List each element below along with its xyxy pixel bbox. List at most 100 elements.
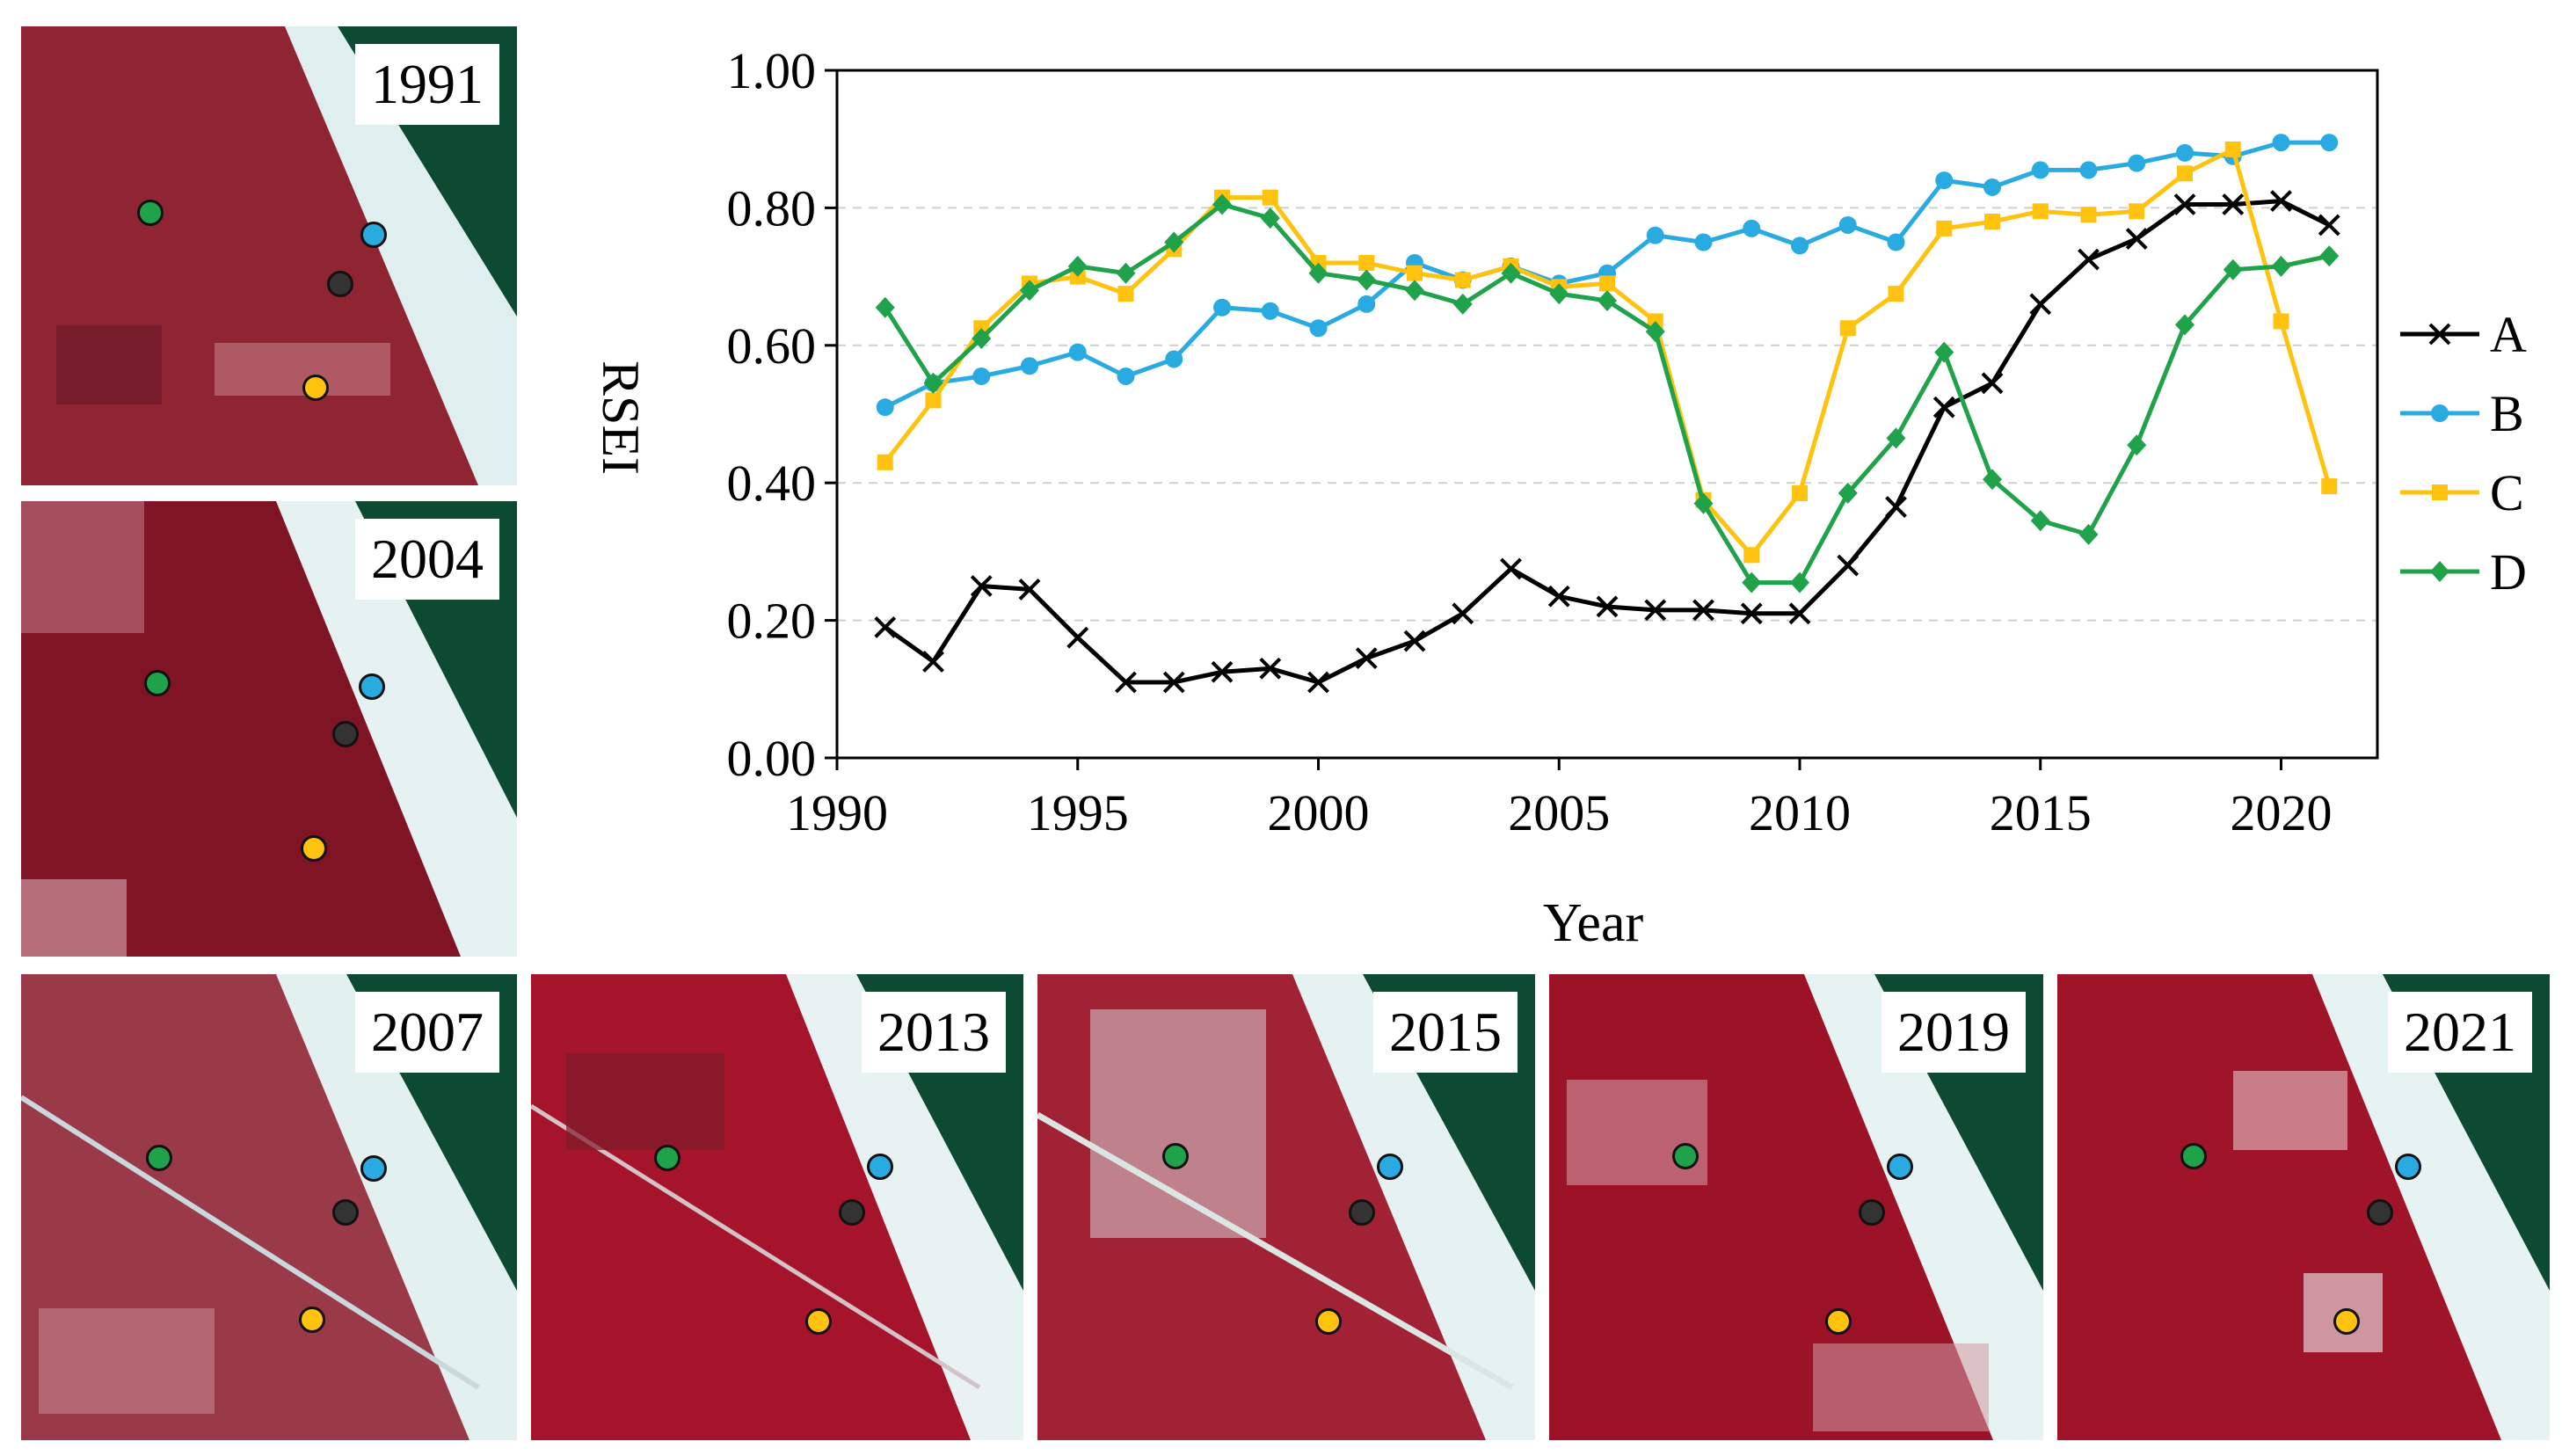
data-point [2080, 207, 2097, 223]
y-tick-label: 1.00 [727, 42, 817, 99]
legend-item-c: C [2400, 464, 2524, 521]
data-point [1308, 262, 1328, 284]
data-point [2125, 228, 2148, 251]
data-point [1021, 357, 1038, 375]
point-a-marker [332, 721, 359, 747]
data-point [1261, 302, 1279, 320]
data-point [1983, 469, 2002, 491]
data-point [923, 372, 943, 394]
data-point [1115, 671, 1137, 694]
data-point [1549, 283, 1569, 305]
data-point [1792, 484, 1808, 501]
data-point [875, 296, 895, 318]
data-point [1213, 298, 1231, 317]
data-point [1598, 289, 1617, 311]
data-point [2320, 134, 2339, 152]
data-point [1403, 630, 1426, 652]
data-point [2129, 203, 2145, 220]
data-point [1646, 226, 1664, 244]
point-b-marker [360, 1155, 387, 1182]
series-c [877, 141, 2338, 564]
data-point [1018, 578, 1041, 601]
data-point [1212, 193, 1232, 215]
data-point [1407, 265, 1423, 281]
image-tile-2021: 2021 [2057, 974, 2550, 1440]
data-point [1694, 233, 1713, 251]
data-point [1983, 178, 2001, 196]
data-point [1596, 595, 1619, 618]
point-d-marker [137, 200, 164, 226]
data-point [1307, 671, 1329, 694]
image-tile-2019: 2019 [1549, 974, 2043, 1440]
image-tile-1991: 1991 [21, 26, 517, 485]
data-point [1501, 262, 1521, 284]
y-tick-label: 0.60 [727, 317, 817, 375]
legend-item-d: D [2400, 543, 2527, 601]
data-point [2272, 134, 2290, 152]
series-d [875, 193, 2340, 593]
data-point [1452, 293, 1473, 315]
data-point [2078, 523, 2099, 545]
point-a-marker [1859, 1199, 1885, 1226]
point-d-marker [1672, 1143, 1699, 1169]
x-tick-label: 2000 [1268, 784, 1370, 841]
data-point [1934, 341, 1954, 363]
x-axis-label: Year [1543, 893, 1644, 953]
data-point [2029, 293, 2052, 316]
data-point [972, 327, 992, 349]
data-point [1743, 547, 1760, 564]
point-c-marker [1825, 1308, 1852, 1335]
image-tile-2015: 2015 [1037, 974, 1535, 1440]
data-point [2273, 313, 2289, 330]
x-tick-labels: 1990 1995 2000 2005 2010 2015 2020 [786, 784, 2333, 841]
data-point [1936, 220, 1953, 237]
data-point [2321, 478, 2338, 495]
data-point [972, 367, 991, 385]
data-point [970, 575, 993, 597]
data-point [1837, 554, 1860, 577]
point-c-marker [301, 835, 327, 862]
point-a-marker [2367, 1199, 2393, 1226]
gridlines [837, 207, 2377, 622]
data-point [1885, 496, 1907, 518]
data-point [925, 392, 942, 409]
data-point [2319, 245, 2340, 267]
image-tile-2007: 2007 [21, 974, 517, 1440]
data-point [2432, 484, 2448, 500]
data-point [1838, 215, 1857, 234]
year-label: 2019 [1881, 992, 2026, 1073]
point-a-marker [327, 271, 353, 297]
point-c-marker [1315, 1308, 1342, 1335]
year-label: 2007 [355, 992, 499, 1073]
series-line [883, 201, 2330, 586]
data-point [1692, 599, 1714, 622]
point-b-marker [359, 673, 385, 700]
data-point [2224, 141, 2241, 157]
legend-label: D [2490, 543, 2527, 601]
x-tick-label: 1995 [1027, 784, 1129, 841]
satellite-image [21, 974, 517, 1440]
y-tick-label: 0.20 [727, 593, 817, 650]
data-point [1887, 233, 1905, 251]
data-point [2079, 161, 2098, 179]
data-point [2078, 248, 2100, 271]
point-d-marker [654, 1145, 681, 1171]
data-point [1068, 343, 1087, 361]
data-point [877, 454, 893, 470]
data-point [1644, 599, 1667, 622]
data-point [2223, 258, 2243, 280]
series-a [874, 190, 2340, 694]
data-point [2318, 214, 2340, 237]
data-point [1357, 269, 1377, 291]
y-tick-label: 0.40 [727, 455, 817, 512]
y-axis-label: RSEI [592, 360, 650, 475]
data-point [1981, 372, 2004, 395]
point-b-marker [2395, 1154, 2421, 1180]
data-point [2127, 434, 2147, 456]
data-point [1742, 571, 1762, 593]
point-a-marker [839, 1199, 865, 1226]
point-b-marker [867, 1154, 893, 1180]
legend-label: C [2490, 464, 2524, 521]
point-b-marker [1377, 1154, 1403, 1180]
year-label: 1991 [355, 44, 499, 125]
